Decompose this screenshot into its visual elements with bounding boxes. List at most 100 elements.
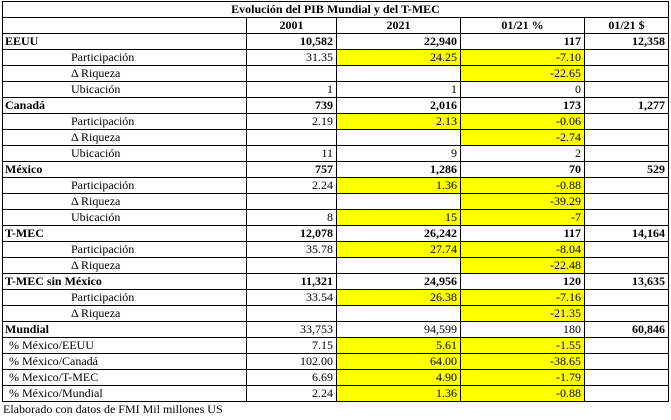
table-row: Δ Riqueza -21.35 — [2, 305, 669, 322]
table-cell — [246, 305, 337, 322]
row-label: Δ Riqueza — [2, 305, 247, 322]
table-cell: -8.04 — [460, 241, 585, 258]
row-label: Ubicación — [2, 81, 247, 98]
table-cell: -0.88 — [460, 177, 585, 194]
header-cell-usd-change: 01/21 $ — [584, 17, 669, 34]
row-label: Canadá — [2, 97, 247, 114]
table-cell: 31.35 — [246, 49, 337, 66]
table-row: T-MEC sin México 11,321 24,956 120 13,635 — [2, 273, 669, 290]
table-cell: 26,242 — [336, 225, 461, 242]
row-label: Δ Riqueza — [2, 65, 247, 82]
row-label: Ubicación — [2, 145, 247, 162]
table-cell — [584, 353, 669, 370]
table-cell: 4.90 — [336, 369, 461, 386]
table-cell: -21.35 — [460, 305, 585, 322]
table-cell: 2.19 — [246, 113, 337, 130]
table-cell: -0.06 — [460, 113, 585, 130]
table-cell — [584, 385, 669, 402]
table-cell: 2,016 — [336, 97, 461, 114]
table-cell: 6.69 — [246, 369, 337, 386]
table-row: % México/Canadá 102.00 64.00 -38.65 — [2, 353, 669, 370]
row-label: % Mexico/T-MEC — [2, 369, 247, 386]
table-cell: 8 — [246, 209, 337, 226]
row-label: México — [2, 161, 247, 178]
table-cell: 529 — [584, 161, 669, 178]
table-cell: 1,286 — [336, 161, 461, 178]
row-label: Mundial — [2, 321, 247, 338]
table-cell: 1 — [336, 81, 461, 98]
row-label: Participación — [2, 241, 247, 258]
table-cell — [584, 65, 669, 82]
row-label: Δ Riqueza — [2, 129, 247, 146]
table-cell — [584, 81, 669, 98]
table-cell: 35.78 — [246, 241, 337, 258]
table-cell: 739 — [246, 97, 337, 114]
table-cell — [584, 49, 669, 66]
table-cell: 757 — [246, 161, 337, 178]
row-label: EEUU — [2, 33, 247, 50]
table-cell — [584, 113, 669, 130]
table-cell: 94,599 — [336, 321, 461, 338]
table-cell: 2.24 — [246, 177, 337, 194]
table-cell — [584, 369, 669, 386]
table-cell: 70 — [460, 161, 585, 178]
table-cell: 2.13 — [336, 113, 461, 130]
row-label: % México/Mundial — [2, 385, 247, 402]
table-cell: 7.15 — [246, 337, 337, 354]
row-label: Δ Riqueza — [2, 257, 247, 274]
table-cell — [584, 289, 669, 306]
table-row: México 757 1,286 70 529 — [2, 161, 669, 178]
table-cell: -7.10 — [460, 49, 585, 66]
table-cell: -39.29 — [460, 193, 585, 210]
table-cell — [584, 145, 669, 162]
table-cell — [336, 305, 461, 322]
table-row: Δ Riqueza -22.65 — [2, 65, 669, 82]
table-cell — [246, 129, 337, 146]
table-cell: 1.36 — [336, 385, 461, 402]
table-cell: 60,846 — [584, 321, 669, 338]
table-cell: 1,277 — [584, 97, 669, 114]
table-cell: -7.16 — [460, 289, 585, 306]
table-cell: 64.00 — [336, 353, 461, 370]
table-cell — [584, 241, 669, 258]
row-label: Participación — [2, 49, 247, 66]
header-cell-blank — [2, 17, 247, 34]
table-cell — [336, 65, 461, 82]
table-cell — [584, 129, 669, 146]
table-row: Ubicación 11 9 2 — [2, 145, 669, 162]
table-cell: -0.88 — [460, 385, 585, 402]
table-row: Participación 2.19 2.13 -0.06 — [2, 113, 669, 130]
row-label: Δ Riqueza — [2, 193, 247, 210]
row-label: T-MEC sin México — [2, 273, 247, 290]
table-cell: 12,078 — [246, 225, 337, 242]
table-cell: 10,582 — [246, 33, 337, 50]
table-cell: 24.25 — [336, 49, 461, 66]
row-label: T-MEC — [2, 225, 247, 242]
table-cell: -7 — [460, 209, 585, 226]
header-cell-pct-change: 01/21 % — [460, 17, 585, 34]
header-cell-2021: 2021 — [336, 17, 461, 34]
table-row: EEUU 10,582 22,940 117 12,358 — [2, 33, 669, 50]
table-row: Participación 35.78 27.74 -8.04 — [2, 241, 669, 258]
table-cell: 1 — [246, 81, 337, 98]
gdp-table-body: Evolución del PIB Mundial y del T-MEC 20… — [2, 1, 669, 402]
table-cell: 13,635 — [584, 273, 669, 290]
table-row: Mundial 33,753 94,599 180 60,846 — [2, 321, 669, 338]
row-label: Participación — [2, 289, 247, 306]
table-cell: -2.74 — [460, 129, 585, 146]
table-cell: 15 — [336, 209, 461, 226]
table-cell: 9 — [336, 145, 461, 162]
table-row: Δ Riqueza -22.48 — [2, 257, 669, 274]
table-cell: 173 — [460, 97, 585, 114]
table-cell — [584, 209, 669, 226]
row-label: Ubicación — [2, 209, 247, 226]
table-row: Δ Riqueza -2.74 — [2, 129, 669, 146]
row-label: % México/EEUU — [2, 337, 247, 354]
table-row: Participación 2.24 1.36 -0.88 — [2, 177, 669, 194]
table-row: T-MEC 12,078 26,242 117 14,164 — [2, 225, 669, 242]
title-row: Evolución del PIB Mundial y del T-MEC — [2, 1, 669, 18]
table-cell — [584, 257, 669, 274]
table-cell: 12,358 — [584, 33, 669, 50]
source-note: Elaborado con datos de FMI Mil millones … — [3, 402, 223, 416]
gdp-table: Evolución del PIB Mundial y del T-MEC 20… — [2, 1, 669, 402]
